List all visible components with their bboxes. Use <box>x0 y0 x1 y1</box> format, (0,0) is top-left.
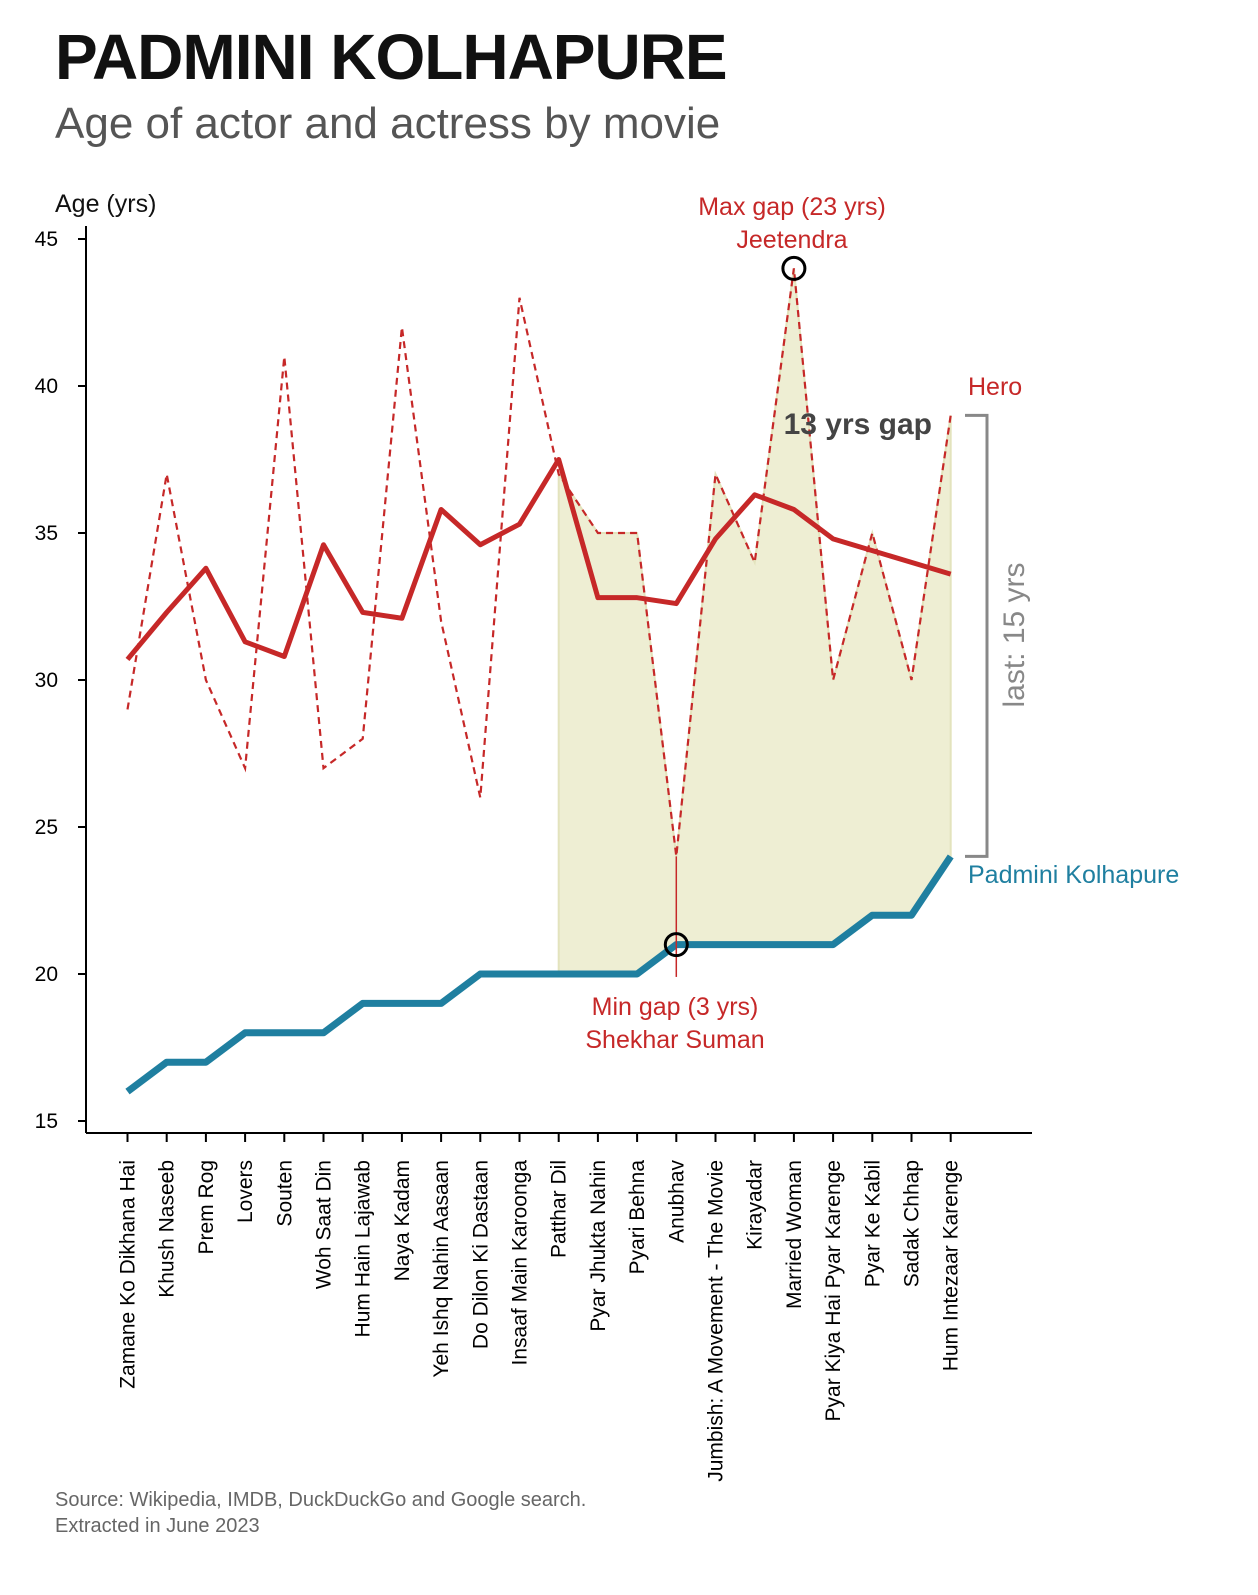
gap-label: 13 yrs gap <box>784 408 932 441</box>
shaded-gap-region <box>557 268 952 975</box>
x-tick-label: Souten <box>273 1160 296 1227</box>
x-tick-label: Naya Kadam <box>391 1160 414 1281</box>
y-axis-label: Age (yrs) <box>55 190 156 218</box>
x-tick-label: Hum Hain Lajawab <box>352 1160 375 1337</box>
x-tick-label: Yeh Ishq Nahin Aasaan <box>430 1160 453 1378</box>
last-years-bracket <box>965 413 989 858</box>
x-tick-label: Married Woman <box>783 1160 806 1309</box>
series-lines-layer <box>125 268 954 1095</box>
source-note: Source: Wikipedia, IMDB, DuckDuckGo and … <box>55 1487 586 1539</box>
x-tick-label: Prem Rog <box>195 1160 218 1255</box>
x-tick-label: Kirayadar <box>744 1160 767 1250</box>
x-tick-label: Do Dilon Ki Dastaan <box>469 1160 492 1349</box>
hero-series-label: Hero <box>968 373 1022 401</box>
chart-subtitle: Age of actor and actress by movie <box>55 99 721 148</box>
y-tick-label: 40 <box>35 375 58 398</box>
x-tick-label: Jumbish: A Movement - The Movie <box>705 1160 728 1482</box>
y-tick-label: 35 <box>35 522 58 545</box>
x-tick-label: Patthar Dil <box>548 1160 571 1258</box>
shaded-region-layer <box>557 268 952 975</box>
x-tick-label: Pyar Kiya Hai Pyar Karenge <box>822 1160 845 1421</box>
min-gap-marker <box>663 932 689 958</box>
bracket-label: last: 15 yrs <box>998 562 1031 707</box>
x-tick-label: Pyar Jhukta Nahin <box>587 1160 610 1332</box>
x-tick-label: Pyari Behna <box>626 1160 649 1275</box>
chart-title: PADMINI KOLHAPURE <box>55 21 728 93</box>
axes-layer: 15 20 25 30 35 40 45 Zamane Ko Dikhana Hai Khush… <box>35 226 1032 1482</box>
x-tick-label: Khush Naseeb <box>156 1160 179 1298</box>
y-tick-label: 30 <box>35 669 58 692</box>
x-tick-label: Sadak Chhap <box>901 1160 924 1287</box>
actress-series-label: Padmini Kolhapure <box>968 861 1179 889</box>
y-tick-label: 25 <box>35 816 58 839</box>
min-gap-label: Min gap (3 yrs) <box>592 993 759 1021</box>
min-gap-name: Shekhar Suman <box>585 1026 764 1054</box>
x-tick-label: Woh Saat Din <box>313 1160 336 1289</box>
max-gap-name: Jeetendra <box>736 226 847 254</box>
x-tick-label: Zamane Ko Dikhana Hai <box>117 1160 140 1389</box>
x-tick-label: Hum Intezaar Karenge <box>940 1160 963 1371</box>
max-gap-marker <box>781 255 807 281</box>
x-tick-label: Pyar Ke Kabil <box>861 1160 884 1287</box>
hero-age-trend-line <box>125 457 952 662</box>
y-tick-label: 15 <box>35 1110 58 1133</box>
x-tick-label: Lovers <box>234 1160 257 1223</box>
annotations-layer <box>663 255 989 977</box>
x-tick-label: Anubhav <box>665 1160 688 1243</box>
extracted-line: Extracted in June 2023 <box>55 1515 260 1537</box>
max-gap-label: Max gap (23 yrs) <box>698 193 886 221</box>
y-tick-label: 20 <box>35 963 58 986</box>
x-tick-label: Insaaf Main Karoonga <box>509 1160 532 1366</box>
source-line: Source: Wikipedia, IMDB, DuckDuckGo and … <box>55 1489 587 1511</box>
actress-age-line <box>125 854 954 1095</box>
y-tick-label: 45 <box>35 228 58 251</box>
